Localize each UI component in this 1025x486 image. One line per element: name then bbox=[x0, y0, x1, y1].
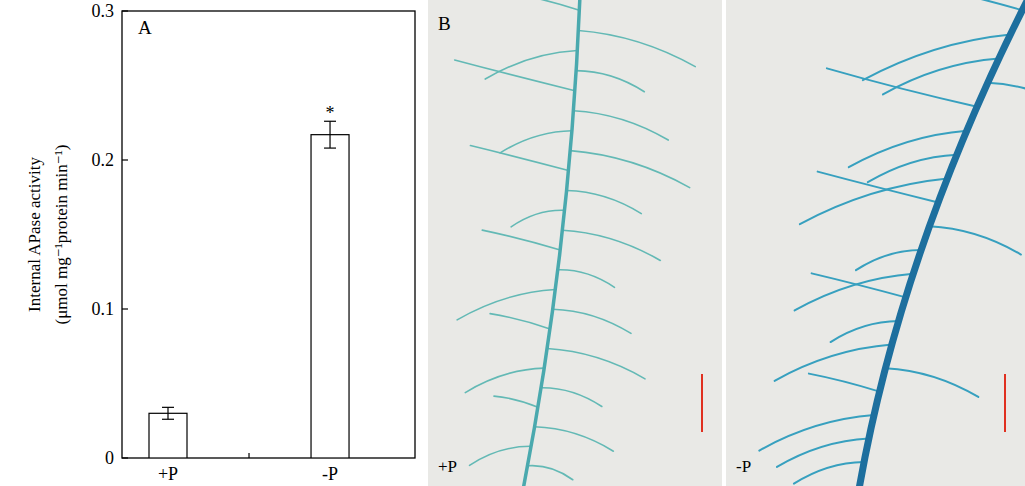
lateral-root bbox=[482, 230, 560, 250]
photo-label: -P bbox=[736, 457, 751, 476]
lateral-root bbox=[849, 131, 967, 167]
error-cap bbox=[324, 147, 336, 148]
lateral-root bbox=[465, 368, 544, 392]
y-tick-label: 0 bbox=[105, 448, 114, 468]
lateral-root bbox=[818, 172, 939, 203]
lateral-root bbox=[455, 60, 575, 91]
lateral-root bbox=[759, 415, 874, 450]
figure: 0 0.1 0.2 0.3 Internal APase activity (μmol m… bbox=[0, 0, 1025, 486]
main-root bbox=[858, 0, 1025, 486]
photo-label: +P bbox=[438, 457, 457, 476]
plot-frame bbox=[122, 11, 415, 458]
y-tick-label: 0.1 bbox=[92, 299, 115, 319]
lateral-root bbox=[570, 151, 689, 188]
error-bar bbox=[324, 121, 336, 148]
lateral-root bbox=[809, 374, 880, 392]
lateral-root bbox=[578, 30, 695, 66]
lateral-root bbox=[775, 345, 892, 381]
error-stem bbox=[167, 407, 168, 413]
lateral-root bbox=[885, 368, 978, 397]
lateral-root bbox=[515, 0, 580, 10]
lateral-root bbox=[929, 226, 1020, 254]
x-tick-label: -P bbox=[322, 464, 338, 484]
bar bbox=[311, 135, 349, 458]
y-tick bbox=[122, 10, 128, 11]
lateral-root bbox=[511, 210, 565, 227]
lateral-root bbox=[485, 51, 577, 79]
bar bbox=[149, 413, 187, 458]
lateral-root bbox=[988, 83, 1025, 109]
panel-letter: B bbox=[438, 13, 451, 34]
y-tick-label: 0.3 bbox=[92, 1, 115, 21]
lateral-root bbox=[528, 466, 573, 480]
lateral-root bbox=[547, 349, 645, 379]
y-tick bbox=[122, 159, 128, 160]
panel-letter: A bbox=[138, 17, 152, 38]
annotation: * bbox=[326, 103, 335, 123]
lateral-root bbox=[795, 274, 914, 311]
y-tick bbox=[122, 308, 128, 309]
error-stem bbox=[329, 135, 330, 148]
lateral-root bbox=[553, 309, 631, 333]
lateral-root bbox=[812, 273, 906, 297]
lateral-root bbox=[457, 290, 555, 320]
x-separator bbox=[248, 453, 249, 458]
error-stem bbox=[167, 413, 168, 419]
lateral-root bbox=[558, 270, 615, 288]
lateral-root bbox=[470, 146, 568, 171]
lateral-root bbox=[573, 111, 668, 140]
scale-bar bbox=[1004, 374, 1006, 432]
root-drawing bbox=[759, 0, 1025, 486]
lateral-root bbox=[490, 314, 550, 329]
root-drawing bbox=[455, 0, 696, 486]
x-tick-label: +P bbox=[158, 464, 178, 484]
lateral-root bbox=[794, 462, 864, 484]
y-tick-label: 0.2 bbox=[92, 150, 115, 170]
lateral-root bbox=[576, 71, 644, 92]
bars bbox=[149, 121, 349, 458]
main-root bbox=[522, 0, 580, 486]
error-bar bbox=[162, 407, 174, 419]
error-cap bbox=[162, 407, 174, 408]
lateral-root bbox=[500, 131, 572, 153]
y-tick bbox=[122, 457, 128, 458]
y-axis-title: (μmol mg⁻¹protein min⁻¹) bbox=[52, 145, 71, 325]
lateral-root bbox=[567, 190, 642, 213]
lateral-root bbox=[562, 230, 660, 260]
lateral-root bbox=[827, 68, 977, 106]
lateral-root bbox=[856, 250, 921, 270]
lateral-root bbox=[541, 388, 602, 407]
lateral-root bbox=[494, 396, 538, 407]
scale-bar bbox=[701, 374, 703, 432]
lateral-root bbox=[535, 427, 614, 451]
error-stem bbox=[329, 121, 330, 134]
y-axis-title: Internal APase activity bbox=[25, 157, 44, 312]
lateral-root bbox=[831, 321, 899, 342]
error-cap bbox=[162, 419, 174, 420]
lateral-root bbox=[940, 0, 1022, 10]
lateral-root bbox=[470, 446, 532, 465]
